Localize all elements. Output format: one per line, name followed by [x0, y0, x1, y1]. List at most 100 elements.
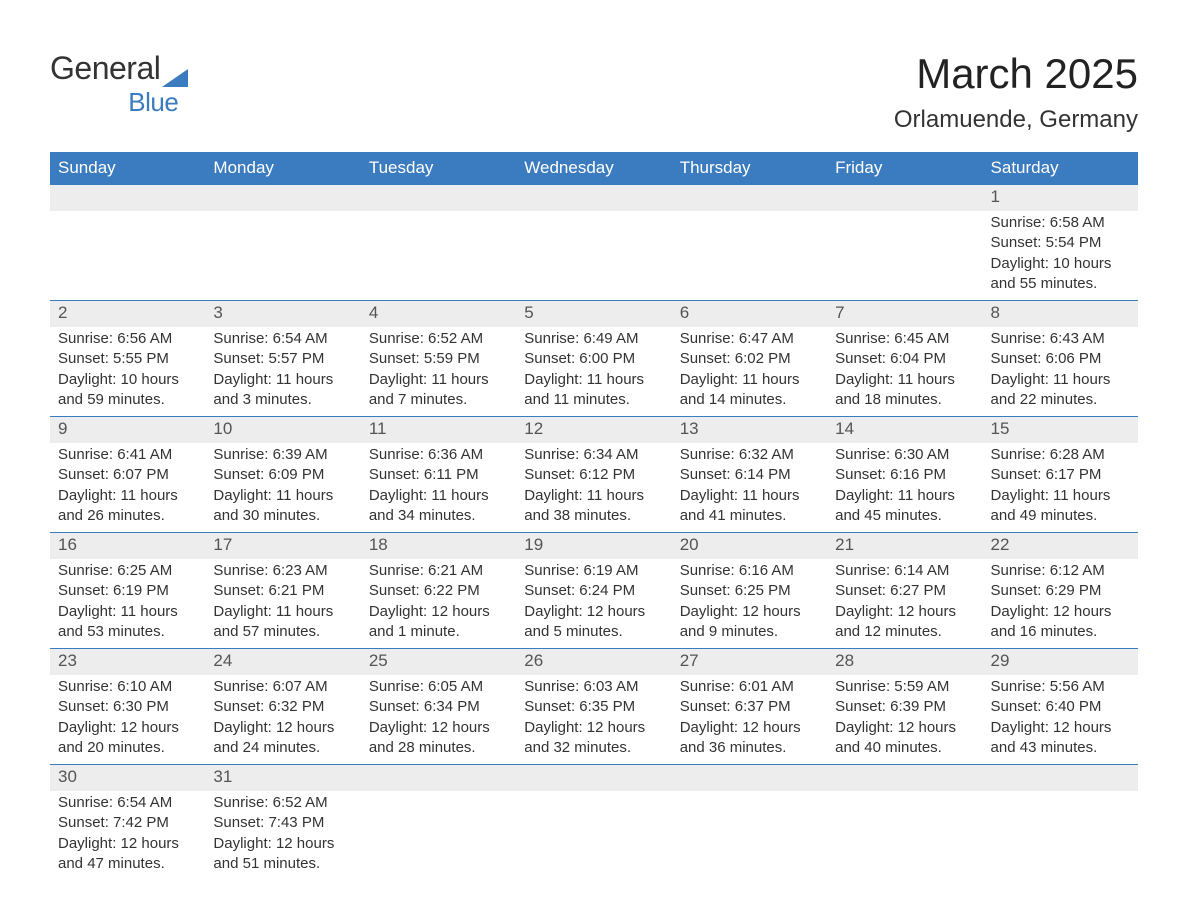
- location: Orlamuende, Germany: [894, 106, 1138, 134]
- day-detail: Sunrise: 6:07 AMSunset: 6:32 PMDaylight:…: [205, 675, 360, 765]
- day-detail: Sunrise: 6:01 AMSunset: 6:37 PMDaylight:…: [672, 675, 827, 765]
- day-detail: Sunrise: 6:47 AMSunset: 6:02 PMDaylight:…: [672, 327, 827, 417]
- day-detail: Sunrise: 5:56 AMSunset: 6:40 PMDaylight:…: [983, 675, 1138, 765]
- day-header: Friday: [827, 152, 982, 185]
- day-detail: Sunrise: 6:16 AMSunset: 6:25 PMDaylight:…: [672, 559, 827, 649]
- empty-cell: [672, 185, 827, 212]
- day-number: 23: [50, 649, 205, 676]
- empty-cell: [361, 765, 516, 792]
- empty-cell: [672, 765, 827, 792]
- empty-cell: [205, 185, 360, 212]
- day-detail: Sunrise: 6:30 AMSunset: 6:16 PMDaylight:…: [827, 443, 982, 533]
- day-header: Saturday: [983, 152, 1138, 185]
- day-detail: Sunrise: 6:05 AMSunset: 6:34 PMDaylight:…: [361, 675, 516, 765]
- day-header: Thursday: [672, 152, 827, 185]
- daynum-row: 1: [50, 185, 1138, 212]
- day-number: 25: [361, 649, 516, 676]
- empty-cell: [50, 185, 205, 212]
- day-number: 16: [50, 533, 205, 560]
- empty-cell: [672, 211, 827, 301]
- calendar-body: 1 Sunrise: 6:58 AMSunset: 5:54 PMDayligh…: [50, 185, 1138, 881]
- logo-blue-row: Blue: [50, 87, 188, 118]
- day-number: 4: [361, 301, 516, 328]
- day-number: 2: [50, 301, 205, 328]
- day-header: Tuesday: [361, 152, 516, 185]
- empty-cell: [516, 185, 671, 212]
- day-number: 28: [827, 649, 982, 676]
- day-detail: Sunrise: 6:56 AMSunset: 5:55 PMDaylight:…: [50, 327, 205, 417]
- day-detail: Sunrise: 6:14 AMSunset: 6:27 PMDaylight:…: [827, 559, 982, 649]
- daynum-row: 3031: [50, 765, 1138, 792]
- day-number: 19: [516, 533, 671, 560]
- empty-cell: [827, 791, 982, 880]
- header: General Blue March 2025 Orlamuende, Germ…: [50, 50, 1138, 134]
- empty-cell: [361, 791, 516, 880]
- detail-row: Sunrise: 6:54 AMSunset: 7:42 PMDaylight:…: [50, 791, 1138, 880]
- day-number: 6: [672, 301, 827, 328]
- empty-cell: [827, 211, 982, 301]
- day-number: 11: [361, 417, 516, 444]
- day-detail: Sunrise: 6:19 AMSunset: 6:24 PMDaylight:…: [516, 559, 671, 649]
- detail-row: Sunrise: 6:41 AMSunset: 6:07 PMDaylight:…: [50, 443, 1138, 533]
- day-number: 7: [827, 301, 982, 328]
- empty-cell: [361, 211, 516, 301]
- day-number: 20: [672, 533, 827, 560]
- detail-row: Sunrise: 6:10 AMSunset: 6:30 PMDaylight:…: [50, 675, 1138, 765]
- day-detail: Sunrise: 6:52 AMSunset: 7:43 PMDaylight:…: [205, 791, 360, 880]
- logo: General Blue: [50, 50, 188, 118]
- day-number: 31: [205, 765, 360, 792]
- day-number: 17: [205, 533, 360, 560]
- day-header-row: Sunday Monday Tuesday Wednesday Thursday…: [50, 152, 1138, 185]
- logo-text-blue: Blue: [128, 87, 178, 117]
- day-number: 10: [205, 417, 360, 444]
- logo-top: General: [50, 50, 188, 87]
- day-header: Wednesday: [516, 152, 671, 185]
- daynum-row: 23242526272829: [50, 649, 1138, 676]
- day-detail: Sunrise: 6:52 AMSunset: 5:59 PMDaylight:…: [361, 327, 516, 417]
- day-number: 1: [983, 185, 1138, 212]
- logo-text-general: General: [50, 50, 160, 87]
- day-header: Monday: [205, 152, 360, 185]
- empty-cell: [50, 211, 205, 301]
- day-detail: Sunrise: 6:54 AMSunset: 7:42 PMDaylight:…: [50, 791, 205, 880]
- empty-cell: [516, 791, 671, 880]
- triangle-icon: [162, 65, 188, 87]
- detail-row: Sunrise: 6:25 AMSunset: 6:19 PMDaylight:…: [50, 559, 1138, 649]
- daynum-row: 9101112131415: [50, 417, 1138, 444]
- day-detail: Sunrise: 5:59 AMSunset: 6:39 PMDaylight:…: [827, 675, 982, 765]
- day-header: Sunday: [50, 152, 205, 185]
- day-number: 8: [983, 301, 1138, 328]
- day-number: 29: [983, 649, 1138, 676]
- month-title: March 2025: [894, 50, 1138, 98]
- day-detail: Sunrise: 6:25 AMSunset: 6:19 PMDaylight:…: [50, 559, 205, 649]
- day-number: 24: [205, 649, 360, 676]
- day-detail: Sunrise: 6:45 AMSunset: 6:04 PMDaylight:…: [827, 327, 982, 417]
- day-detail: Sunrise: 6:28 AMSunset: 6:17 PMDaylight:…: [983, 443, 1138, 533]
- day-detail: Sunrise: 6:58 AMSunset: 5:54 PMDaylight:…: [983, 211, 1138, 301]
- title-block: March 2025 Orlamuende, Germany: [894, 50, 1138, 134]
- day-detail: Sunrise: 6:36 AMSunset: 6:11 PMDaylight:…: [361, 443, 516, 533]
- day-detail: Sunrise: 6:21 AMSunset: 6:22 PMDaylight:…: [361, 559, 516, 649]
- empty-cell: [827, 185, 982, 212]
- day-number: 21: [827, 533, 982, 560]
- empty-cell: [205, 211, 360, 301]
- detail-row: Sunrise: 6:56 AMSunset: 5:55 PMDaylight:…: [50, 327, 1138, 417]
- daynum-row: 2345678: [50, 301, 1138, 328]
- day-detail: Sunrise: 6:10 AMSunset: 6:30 PMDaylight:…: [50, 675, 205, 765]
- day-number: 5: [516, 301, 671, 328]
- day-number: 12: [516, 417, 671, 444]
- day-detail: Sunrise: 6:12 AMSunset: 6:29 PMDaylight:…: [983, 559, 1138, 649]
- empty-cell: [361, 185, 516, 212]
- day-detail: Sunrise: 6:54 AMSunset: 5:57 PMDaylight:…: [205, 327, 360, 417]
- day-detail: Sunrise: 6:39 AMSunset: 6:09 PMDaylight:…: [205, 443, 360, 533]
- day-number: 26: [516, 649, 671, 676]
- detail-row: Sunrise: 6:58 AMSunset: 5:54 PMDaylight:…: [50, 211, 1138, 301]
- day-number: 14: [827, 417, 982, 444]
- empty-cell: [983, 791, 1138, 880]
- day-number: 13: [672, 417, 827, 444]
- empty-cell: [516, 765, 671, 792]
- calendar-table: Sunday Monday Tuesday Wednesday Thursday…: [50, 152, 1138, 880]
- day-detail: Sunrise: 6:34 AMSunset: 6:12 PMDaylight:…: [516, 443, 671, 533]
- day-detail: Sunrise: 6:23 AMSunset: 6:21 PMDaylight:…: [205, 559, 360, 649]
- empty-cell: [827, 765, 982, 792]
